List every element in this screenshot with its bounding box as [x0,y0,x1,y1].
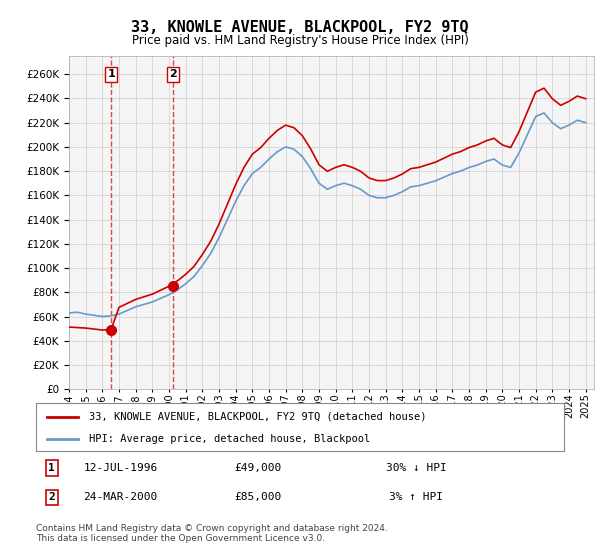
Text: 2: 2 [49,492,55,502]
Text: £85,000: £85,000 [234,492,281,502]
Text: HPI: Average price, detached house, Blackpool: HPI: Average price, detached house, Blac… [89,434,370,444]
Text: Contains HM Land Registry data © Crown copyright and database right 2024.
This d: Contains HM Land Registry data © Crown c… [36,524,388,543]
Text: 33, KNOWLE AVENUE, BLACKPOOL, FY2 9TQ: 33, KNOWLE AVENUE, BLACKPOOL, FY2 9TQ [131,20,469,35]
Text: £49,000: £49,000 [234,463,281,473]
Text: Price paid vs. HM Land Registry's House Price Index (HPI): Price paid vs. HM Land Registry's House … [131,34,469,46]
Text: 3% ↑ HPI: 3% ↑ HPI [389,492,443,502]
Text: 12-JUL-1996: 12-JUL-1996 [83,463,158,473]
Text: 33, KNOWLE AVENUE, BLACKPOOL, FY2 9TQ (detached house): 33, KNOWLE AVENUE, BLACKPOOL, FY2 9TQ (d… [89,412,426,422]
Text: 1: 1 [49,463,55,473]
Text: 30% ↓ HPI: 30% ↓ HPI [386,463,446,473]
Text: 24-MAR-2000: 24-MAR-2000 [83,492,158,502]
Text: 2: 2 [169,69,177,80]
Text: 1: 1 [107,69,115,80]
